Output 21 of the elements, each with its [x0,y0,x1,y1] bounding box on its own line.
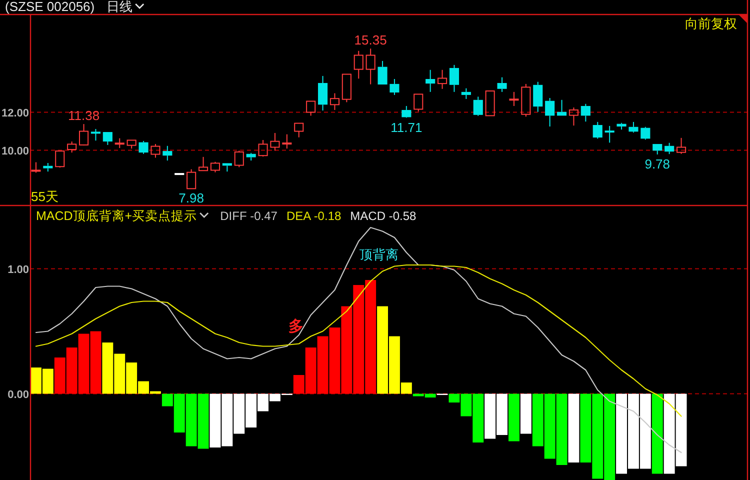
annotation: 11.38 [68,108,100,124]
chart-title: MACD顶底背离+买卖点提示 [36,208,198,223]
y-tick-label: 10.00 [1,145,29,158]
annotation: 向前复权 [685,16,737,31]
chart-subtitle: 日线 [106,0,133,14]
annotation: 多 [288,318,304,335]
annotation: 11.71 [390,120,422,135]
annotation: 15.35 [354,32,387,48]
y-tick-label: 0.00 [8,388,29,401]
text: DEA -0.18 [286,209,342,223]
annotation: 55天 [31,189,58,204]
annotation: 顶背离 [359,246,398,262]
legend-label: DIFF -0.47 [220,209,278,223]
y-tick-label: 1.00 [8,264,29,276]
annotation: MACD -0.58 [350,209,417,223]
annotation: 7.98 [178,190,204,206]
annotation: 9.78 [644,156,670,172]
y-tick-label: 12.00 [1,107,29,120]
line-series [35,226,682,454]
chart-title: (SZSE 002056) [5,0,95,14]
line-series [35,264,682,417]
